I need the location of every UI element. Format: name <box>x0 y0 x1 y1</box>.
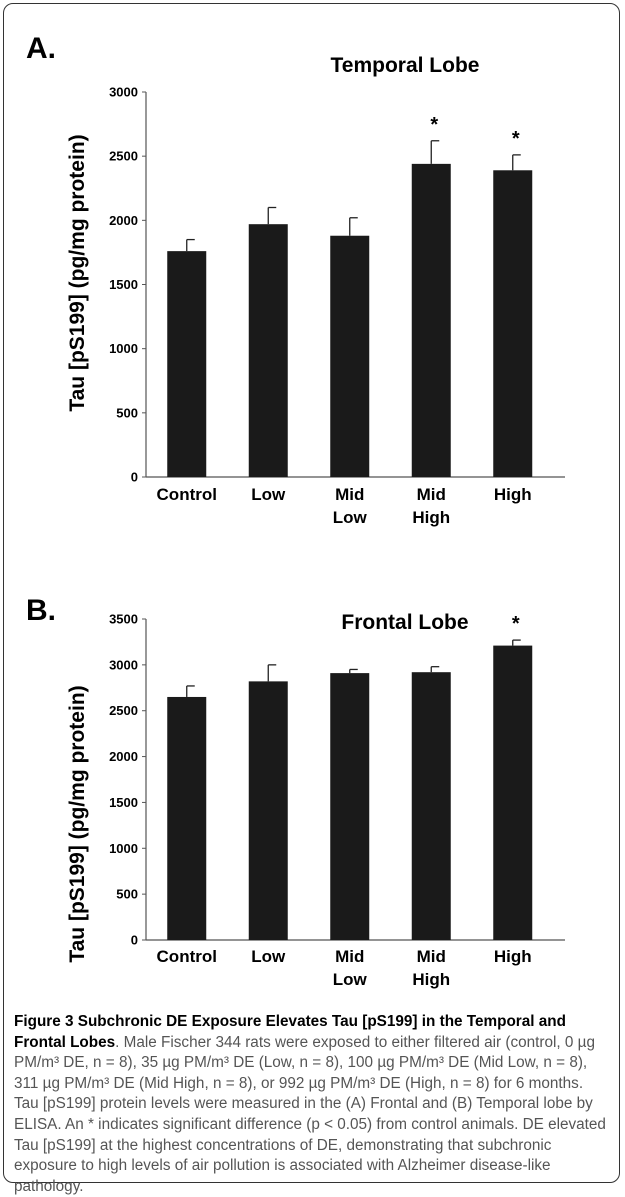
x-tick-label-a-4: High <box>494 485 532 504</box>
caption-title: Figure 3 Subchronic DE Exposure Elevates… <box>14 1013 566 1051</box>
y-tick-label-b: 3500 <box>109 612 138 627</box>
y-tick-label-a: 0 <box>131 470 138 485</box>
y-tick-label-b: 2500 <box>109 703 138 718</box>
bar-a-2 <box>330 235 370 477</box>
bar-b-0 <box>167 696 207 940</box>
x-tick-label-a-2: Mid <box>335 485 364 504</box>
panel-label-b: B. <box>26 594 56 627</box>
bar-a-3 <box>411 163 451 477</box>
plot-area-b: 0 500 1000 1500 2000 2500 3000 3500 Control Low Mi… <box>109 612 565 989</box>
significance-star-b-4: * <box>512 613 520 635</box>
x-tick-label-b-3: Mid <box>417 947 446 966</box>
y-tick-label-b: 3000 <box>109 657 138 672</box>
x-tick-label-a-0: Control <box>157 485 217 504</box>
x-tick-label-a-3: Mid <box>417 485 446 504</box>
x-tick-label-a-2: Low <box>333 508 368 527</box>
bar-b-1 <box>248 681 288 940</box>
bar-b-3 <box>411 672 451 940</box>
x-tick-label-a-3: High <box>412 508 450 527</box>
bar-b-2 <box>330 673 370 940</box>
chart-title-a: Temporal Lobe <box>331 54 480 77</box>
chart-temporal-lobe: A. Temporal Lobe Tau [pS199] (pg/mg prot… <box>26 32 565 527</box>
chart-frontal-lobe: B. Frontal Lobe Tau [pS199] (pg/mg prote… <box>26 594 565 989</box>
y-axis-title-b: Tau [pS199] (pg/mg protein) <box>66 685 89 962</box>
x-tick-label-b-2: Mid <box>335 947 364 966</box>
y-tick-label-b: 1500 <box>109 795 138 810</box>
x-tick-label-b-0: Control <box>157 947 217 966</box>
y-tick-label-a: 500 <box>116 405 138 420</box>
bar-a-0 <box>167 251 207 477</box>
y-tick-label-a: 3000 <box>109 85 138 100</box>
x-tick-label-b-4: High <box>494 947 532 966</box>
y-tick-label-b: 2000 <box>109 749 138 764</box>
y-tick-label-b: 1000 <box>109 841 138 856</box>
plot-area-a: 0 500 1000 1500 2000 2500 3000 Control Low Mid Low… <box>109 85 565 527</box>
significance-star-a-4: * <box>512 128 520 150</box>
x-tick-label-b-3: High <box>412 970 450 989</box>
figure-caption: Figure 3 Subchronic DE Exposure Elevates… <box>14 1012 610 1197</box>
chart-title-b: Frontal Lobe <box>341 611 468 634</box>
x-tick-label-b-1: Low <box>251 947 286 966</box>
x-tick-label-b-2: Low <box>333 970 368 989</box>
bar-b-4 <box>493 645 533 940</box>
significance-star-a-3: * <box>430 114 438 136</box>
bar-a-1 <box>248 224 288 477</box>
y-axis-title-a: Tau [pS199] (pg/mg protein) <box>66 134 89 411</box>
y-tick-label-b: 0 <box>131 933 138 948</box>
y-tick-label-a: 1500 <box>109 277 138 292</box>
caption-body: . Male Fischer 344 rats were exposed to … <box>14 1033 606 1195</box>
y-tick-label-b: 500 <box>116 887 138 902</box>
y-tick-label-a: 2000 <box>109 213 138 228</box>
x-tick-label-a-1: Low <box>251 485 286 504</box>
y-tick-label-a: 2500 <box>109 149 138 164</box>
panel-label-a: A. <box>26 32 56 65</box>
bar-a-4 <box>493 170 533 478</box>
y-tick-label-a: 1000 <box>109 341 138 356</box>
